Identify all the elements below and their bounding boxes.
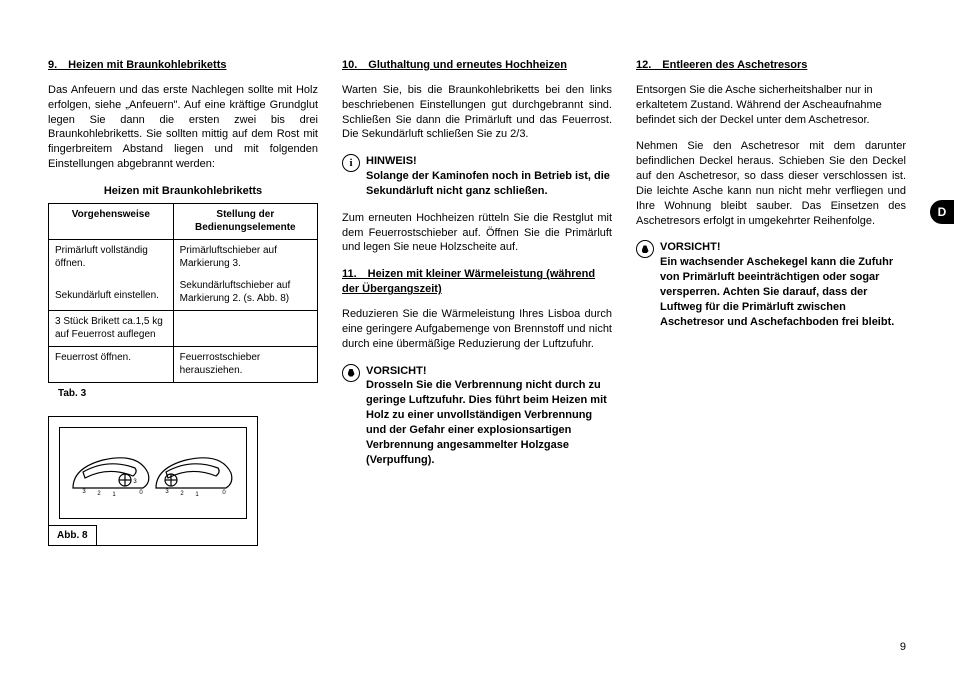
vorsicht-notice-2: VORSICHT! Ein wachsender Aschekegel kann…: [636, 240, 906, 329]
table-r1c1: Primärluft vollständig öffnen.: [55, 244, 167, 271]
section-12-title: 12. Entleeren des Aschetresors: [636, 58, 906, 73]
svg-text:1: 1: [112, 492, 116, 498]
vorsicht-2-title: VORSICHT!: [660, 240, 906, 255]
vorsicht-1-title: VORSICHT!: [366, 364, 612, 379]
svg-text:2: 2: [180, 491, 184, 497]
table-r3c2: [173, 310, 317, 346]
table-r4c1: Feuerrost öffnen.: [49, 346, 174, 382]
table-r2c1: Sekundärluft einstellen.: [55, 289, 167, 303]
section-9-body: Das Anfeuern und das erste Nachlegen sol…: [48, 83, 318, 172]
page-number: 9: [900, 640, 906, 655]
figure-8: 3 2 1 0 3 3 2 1 0 Abb. 8: [48, 416, 258, 546]
table-r1c2: Primärluftschieber auf Markierung 3.: [180, 244, 311, 271]
svg-text:0: 0: [139, 490, 143, 496]
section-11-body: Reduzieren Sie die Wärmeleistung Ihres L…: [342, 307, 612, 352]
warning-hand-icon: [636, 240, 654, 258]
warning-hand-icon: [342, 364, 360, 382]
table-r3c1: 3 Stück Brikett ca.1,5 kg auf Feuerrost …: [49, 310, 174, 346]
briketts-table: Vorgehensweise Stellung der Bedienungsel…: [48, 203, 318, 383]
section-9-title: 9. Heizen mit Braunkohlebriketts: [48, 58, 318, 73]
table-label: Tab. 3: [48, 387, 318, 401]
table-header-1: Vorgehensweise: [49, 203, 174, 239]
vorsicht-1-text: Drosseln Sie die Verbrennung nicht durch…: [366, 379, 607, 465]
svg-text:3: 3: [165, 489, 169, 495]
svg-text:1: 1: [195, 492, 199, 498]
svg-text:0: 0: [222, 490, 226, 496]
svg-text:2: 2: [97, 491, 101, 497]
column-1: 9. Heizen mit Braunkohlebriketts Das Anf…: [48, 58, 318, 546]
figure-8-label: Abb. 8: [49, 525, 97, 546]
section-10-body2: Zum erneuten Hochheizen rütteln Sie die …: [342, 211, 612, 256]
info-icon: i: [342, 154, 360, 172]
vorsicht-2-text: Ein wachsender Aschekegel kann die Zufuh…: [660, 256, 894, 327]
vorsicht-notice-1: VORSICHT! Drosseln Sie die Verbrennung n…: [342, 364, 612, 468]
page-columns: 9. Heizen mit Braunkohlebriketts Das Anf…: [48, 58, 906, 546]
table-r4c2: Feuerrostschieber herausziehen.: [173, 346, 317, 382]
language-tab-d: D: [930, 200, 954, 224]
hinweis-title: HINWEIS!: [366, 154, 612, 169]
hinweis-text: Solange der Kaminofen noch in Betrieb is…: [366, 170, 610, 197]
section-12-body2: Nehmen Sie den Aschetresor mit dem darun…: [636, 139, 906, 228]
section-11-title: 11. Heizen mit kleiner Wärmeleistung (wä…: [342, 267, 612, 297]
figure-8-diagram: 3 2 1 0 3 3 2 1 0: [59, 427, 247, 519]
svg-text:3: 3: [82, 489, 86, 495]
column-3: 12. Entleeren des Aschetresors Entsorgen…: [636, 58, 906, 546]
svg-text:3: 3: [133, 479, 137, 485]
section-10-body: Warten Sie, bis die Braunkohlebriketts b…: [342, 83, 612, 142]
table-r2c2: Sekundärluftschieber auf Markierung 2. (…: [180, 279, 311, 306]
section-10-title: 10. Gluthaltung und erneutes Hochheizen: [342, 58, 612, 73]
hinweis-notice: i HINWEIS! Solange der Kaminofen noch in…: [342, 154, 612, 199]
table-caption: Heizen mit Braunkohlebriketts: [48, 184, 318, 199]
table-header-2: Stellung der Bedienungselemente: [173, 203, 317, 239]
column-2: 10. Gluthaltung und erneutes Hochheizen …: [342, 58, 612, 546]
section-12-body1: Entsorgen Sie die Asche sicherheitshalbe…: [636, 83, 906, 128]
